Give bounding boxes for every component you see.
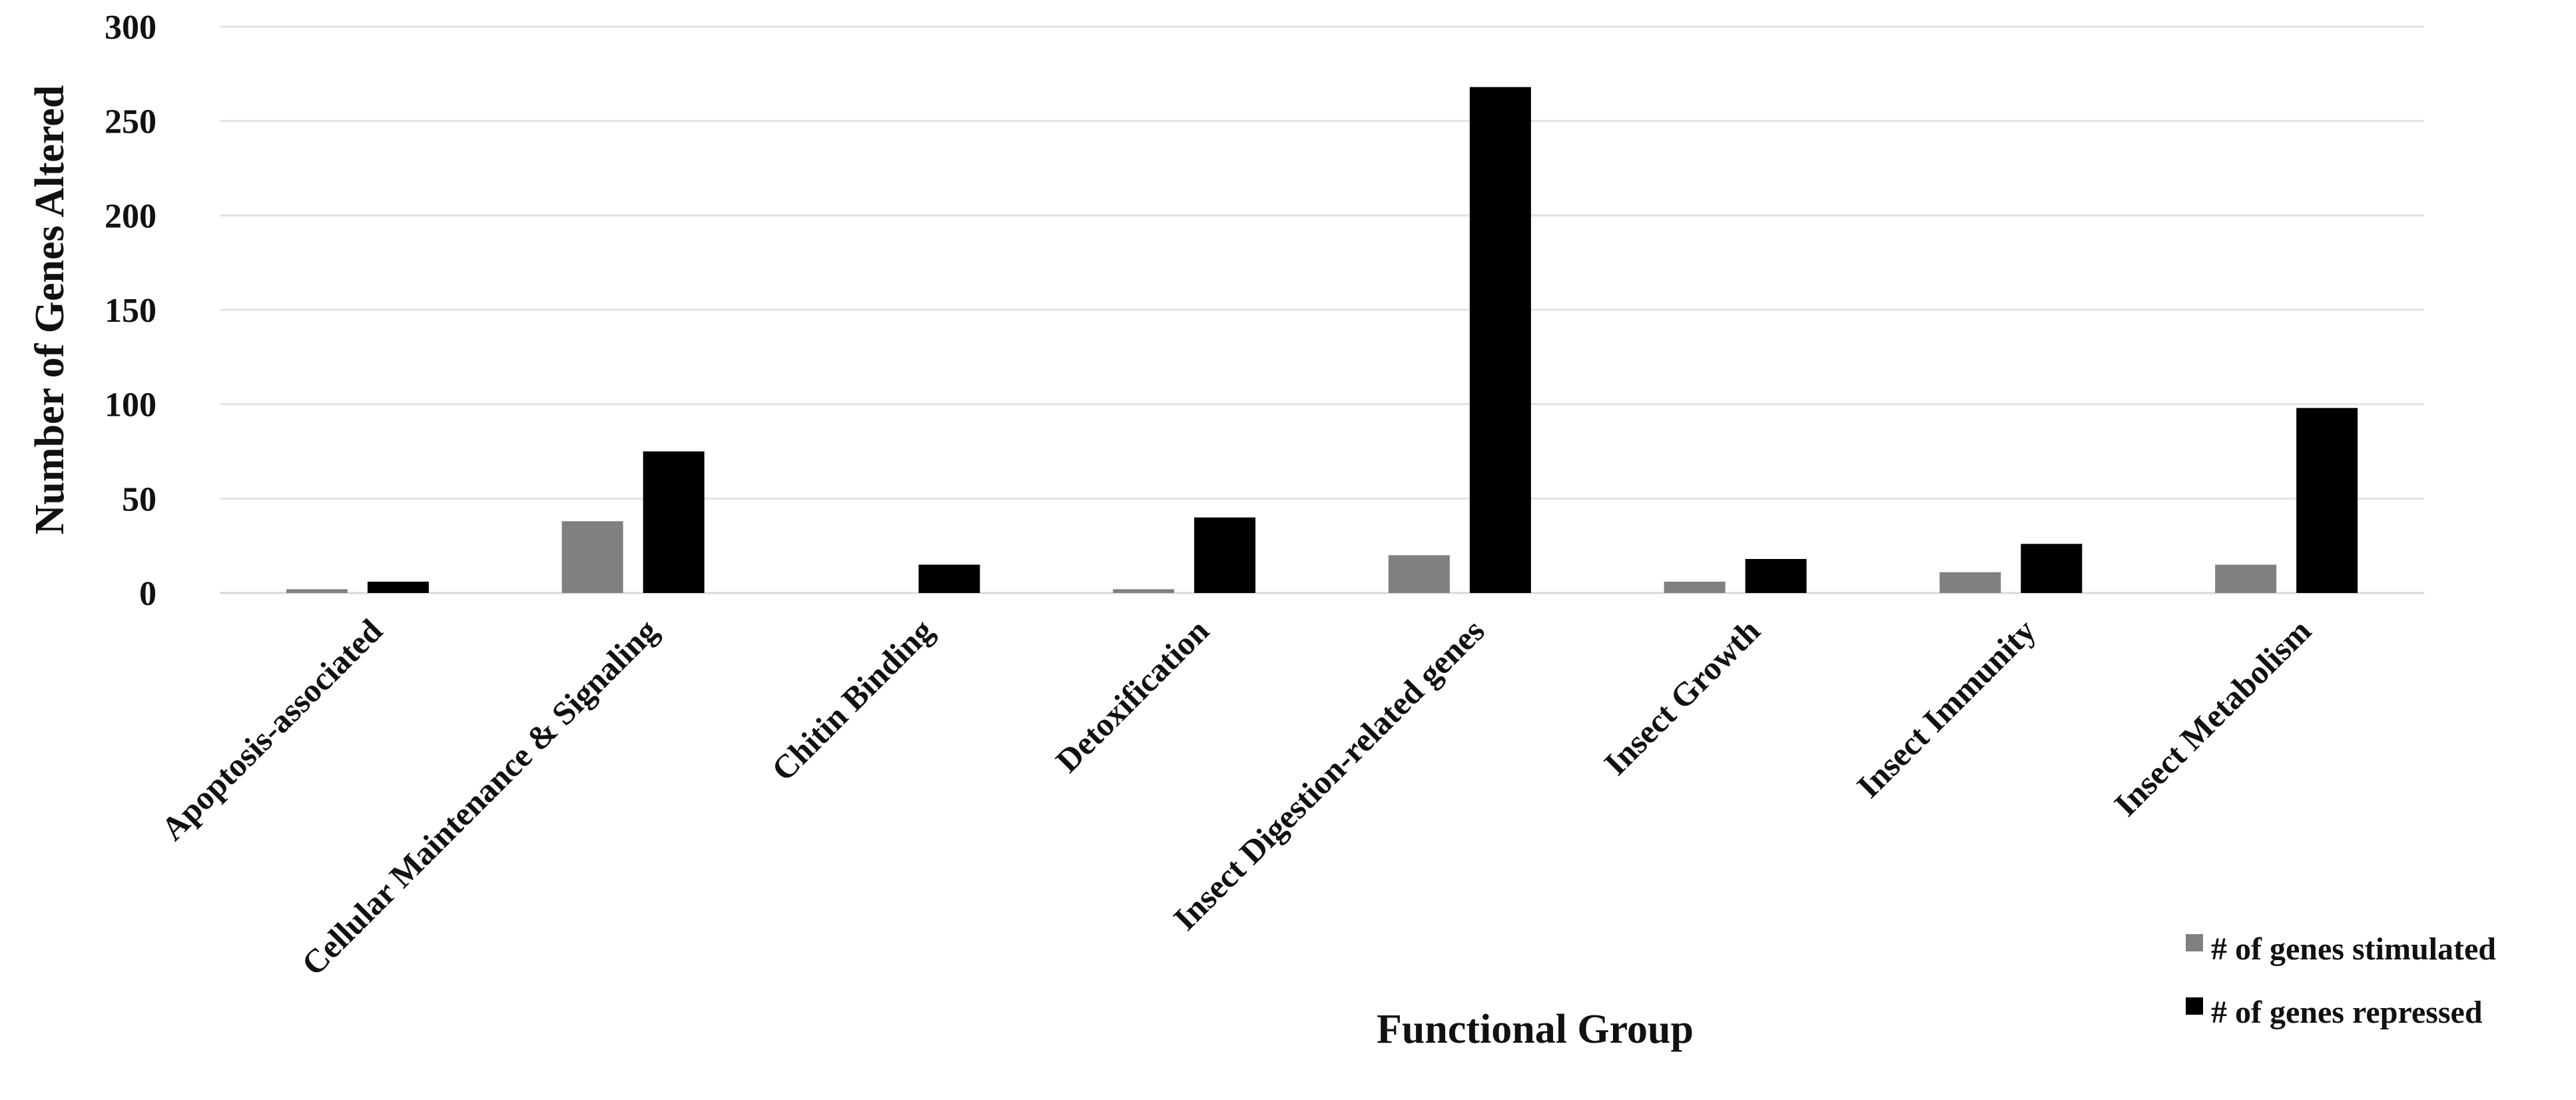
- x-tick-label: Apoptosis-associated: [154, 612, 390, 847]
- y-tick-label: 150: [105, 292, 157, 330]
- bar-repressed: [1745, 559, 1807, 593]
- x-tick-label: Detoxification: [1048, 612, 1216, 780]
- bar-stimulated: [1388, 555, 1450, 593]
- x-tick-label: Insect Immunity: [1849, 612, 2043, 805]
- y-axis-label: Number of Genes Altered: [27, 85, 73, 534]
- x-axis-label: Functional Group: [1377, 1007, 1694, 1052]
- legend-label: # of genes stimulated: [2211, 931, 2496, 967]
- bar-stimulated: [2215, 564, 2277, 593]
- bar-stimulated: [561, 521, 623, 593]
- x-tick-label: Insect Metabolism: [2106, 612, 2318, 823]
- y-tick-label: 100: [105, 386, 157, 424]
- x-tick-label: Insect Digestion-related genes: [1166, 612, 1492, 937]
- bar-repressed: [643, 451, 705, 593]
- bar-stimulated: [1939, 572, 2001, 593]
- gridlines: [220, 25, 2424, 500]
- x-tick-label: Insect Growth: [1596, 612, 1767, 782]
- legend-label: # of genes repressed: [2211, 995, 2483, 1030]
- legend-swatch: [2186, 997, 2203, 1015]
- y-tick-label: 250: [105, 103, 157, 141]
- bar-repressed: [367, 582, 429, 593]
- bar-repressed: [1469, 87, 1531, 593]
- y-tick-label: 300: [105, 9, 157, 47]
- bar-repressed: [918, 564, 980, 593]
- bar-repressed: [1194, 517, 1256, 593]
- bars: [286, 87, 2358, 593]
- legend: # of genes stimulated # of genes represse…: [2186, 931, 2496, 1030]
- bar-stimulated: [1113, 589, 1175, 593]
- legend-swatch: [2186, 934, 2203, 951]
- y-tick-label: 200: [105, 197, 157, 235]
- bar-stimulated: [286, 589, 348, 593]
- y-tick-label: 50: [122, 480, 157, 518]
- x-tick-label: Chitin Binding: [765, 612, 941, 788]
- bar-repressed: [2296, 408, 2358, 593]
- bar-repressed: [2021, 544, 2083, 593]
- bar-stimulated: [1664, 582, 1726, 593]
- y-tick-label: 0: [139, 575, 157, 613]
- y-axis-ticks: 0 50 100 150 200 250 300: [105, 9, 157, 613]
